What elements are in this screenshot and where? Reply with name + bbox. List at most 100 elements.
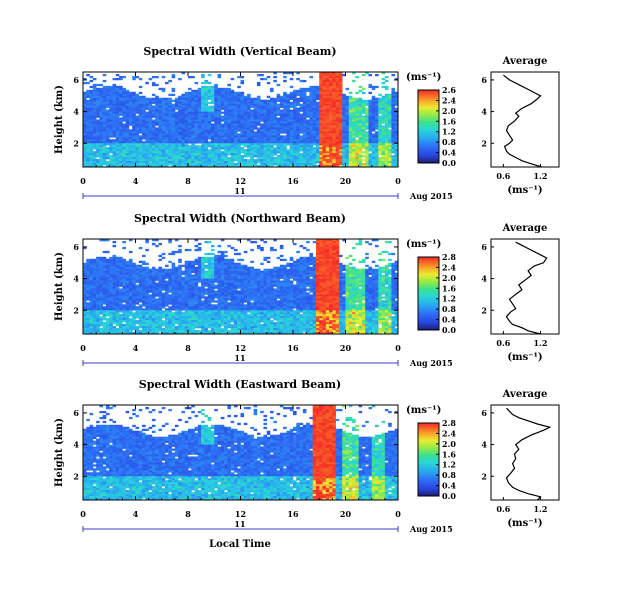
colorbar-tick-label: 0.0: [442, 491, 456, 501]
average-y-tick-label: 2: [481, 138, 487, 148]
colorbar: [417, 422, 440, 497]
average-x-label: (ms⁻¹): [507, 185, 542, 196]
average-line: [505, 241, 548, 335]
x-tick-label: 16: [287, 509, 299, 519]
average-profile: Average 6 4 2 0.6 1.2 (ms⁻¹): [481, 223, 560, 363]
x-tick-label: 20: [340, 343, 352, 353]
average-x-tick-label: 1.2: [533, 504, 547, 514]
heatmap-cells: [83, 239, 399, 335]
panel-title: Spectral Width (Vertical Beam): [143, 45, 336, 58]
date-label: Aug 2015: [409, 524, 453, 534]
x-tick-label: 0: [395, 176, 401, 186]
date-label: Aug 2015: [409, 191, 453, 201]
panel-3: Spectral Width (Eastward Beam) 6 4 2 Height …: [54, 378, 560, 534]
x-tick-label: 20: [340, 509, 352, 519]
average-title: Average: [502, 389, 548, 400]
average-y-tick-label: 2: [481, 471, 487, 481]
colorbar-tick-label: 0.0: [442, 158, 456, 168]
average-y-tick-label: 6: [481, 242, 487, 252]
y-tick-label: 4: [73, 440, 79, 450]
colorbar-tick-label: 2.0: [442, 106, 456, 116]
day-label: 11: [234, 519, 245, 529]
x-axis-label: Local Time: [209, 539, 271, 550]
average-profile: Average 6 4 2 0.6 1.2 (ms⁻¹): [481, 56, 560, 196]
y-tick-label: 4: [73, 274, 79, 284]
colorbar-frame: [417, 89, 440, 164]
colorbar-unit: (ms⁻¹): [406, 405, 441, 416]
average-frame: [490, 238, 560, 335]
colorbar-tick-label: 1.6: [442, 449, 456, 459]
panel-title: Spectral Width (Northward Beam): [134, 212, 346, 225]
panel-title: Spectral Width (Eastward Beam): [139, 378, 341, 391]
average-x-label: (ms⁻¹): [507, 518, 542, 529]
y-axis-label: Height (km): [54, 418, 65, 487]
average-title: Average: [502, 56, 548, 67]
x-tick-label: 12: [235, 509, 246, 519]
colorbar-unit: (ms⁻¹): [406, 72, 441, 83]
y-tick-label: 6: [73, 408, 79, 418]
colorbar-tick-label: 1.2: [442, 294, 456, 304]
average-line: [503, 74, 542, 168]
x-tick-label: 16: [287, 176, 299, 186]
y-tick-label: 2: [73, 138, 79, 148]
colorbar-tick-label: 1.2: [442, 460, 456, 470]
colorbar-tick-label: 2.4: [442, 262, 456, 272]
x-tick-label: 8: [185, 343, 191, 353]
colorbar: [417, 256, 440, 331]
colorbar-tick-label: 0.4: [442, 148, 456, 158]
y-tick-label: 2: [73, 305, 79, 315]
average-x-tick-label: 0.6: [496, 338, 510, 348]
y-tick-label: 6: [73, 242, 79, 252]
y-axis-label: Height (km): [54, 252, 65, 321]
colorbar-tick-label: 1.6: [442, 116, 456, 126]
x-tick-label: 4: [133, 176, 139, 186]
average-x-tick-label: 0.6: [496, 504, 510, 514]
colorbar-tick-label: 2.0: [442, 439, 456, 449]
average-frame: [490, 404, 560, 501]
colorbar-tick-label: 2.8: [442, 418, 456, 428]
x-tick-label: 8: [185, 176, 191, 186]
average-y-tick-label: 6: [481, 75, 487, 85]
average-y-tick-label: 2: [481, 305, 487, 315]
y-tick-label: 2: [73, 471, 79, 481]
x-tick-label: 16: [287, 343, 299, 353]
colorbar-tick-label: 2.4: [442, 95, 456, 105]
colorbar-tick-label: 1.6: [442, 283, 456, 293]
x-tick-label: 8: [185, 509, 191, 519]
colorbar-tick-label: 0.0: [442, 325, 456, 335]
colorbar: [417, 89, 440, 164]
colorbar-tick-label: 2.8: [442, 252, 456, 262]
average-profile: Average 6 4 2 0.6 1.2 (ms⁻¹): [481, 389, 560, 529]
average-y-tick-label: 6: [481, 408, 487, 418]
x-tick-label: 0: [395, 509, 401, 519]
panel-2: Spectral Width (Northward Beam) 6 4 2 Height…: [54, 212, 560, 368]
colorbar-unit: (ms⁻¹): [406, 239, 441, 250]
day-label: 11: [234, 353, 245, 363]
x-tick-label: 12: [235, 343, 246, 353]
x-tick-label: 0: [80, 509, 86, 519]
x-tick-label: 12: [235, 176, 246, 186]
x-tick-label: 0: [80, 176, 86, 186]
colorbar-tick-label: 2.4: [442, 428, 456, 438]
x-tick-label: 0: [395, 343, 401, 353]
colorbar-frame: [417, 422, 440, 497]
y-tick-label: 4: [73, 107, 79, 117]
colorbar-tick-label: 0.8: [442, 137, 456, 147]
panel-1: Spectral Width (Vertical Beam) 6 4 2 Height …: [54, 45, 560, 201]
average-line: [505, 407, 552, 501]
colorbar-tick-label: 0.8: [442, 304, 456, 314]
y-axis-label: Height (km): [54, 85, 65, 154]
y-tick-label: 6: [73, 75, 79, 85]
colorbar-tick-label: 0.8: [442, 470, 456, 480]
average-x-label: (ms⁻¹): [507, 352, 542, 363]
colorbar-tick-label: 0.4: [442, 315, 456, 325]
average-y-tick-label: 4: [481, 107, 487, 117]
average-title: Average: [502, 223, 548, 234]
colorbar-tick-label: 2.0: [442, 273, 456, 283]
day-label: 11: [234, 186, 245, 196]
x-tick-label: 20: [340, 176, 352, 186]
heatmap-cells: [83, 72, 399, 168]
average-frame: [490, 71, 560, 168]
average-x-tick-label: 1.2: [533, 171, 547, 181]
